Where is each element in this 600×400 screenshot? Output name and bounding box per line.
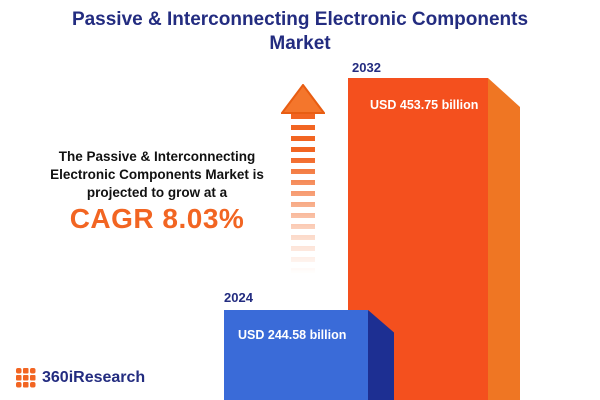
arrow-shaft-icon (291, 114, 315, 274)
bar-2024: USD 244.58 billion (224, 310, 394, 400)
bar-2024-side-face (368, 310, 394, 400)
bar-2024-face (224, 310, 368, 400)
growth-arrow-icon (281, 84, 325, 276)
market-description: The Passive & Interconnecting Electronic… (50, 149, 264, 201)
brand-logo-text-iresearch: iResearch (68, 369, 146, 386)
brand-logo-text: 360iResearch (42, 369, 145, 387)
brand-logo-icon (16, 368, 36, 388)
bar-2024-value-label: USD 244.58 billion (238, 328, 347, 342)
bar-2032-value-label: USD 453.75 billion (370, 98, 479, 112)
arrow-head-icon (281, 84, 325, 114)
brand-logo: 360iResearch (16, 368, 145, 388)
cagr-value: CAGR 8.03% (69, 203, 245, 234)
bar-2032-year-label: 2032 (352, 60, 381, 75)
brand-logo-text-360: 360 (42, 369, 69, 386)
page-title: Passive & Interconnecting Electronic Com… (71, 9, 529, 54)
bar-2024-year-label: 2024 (224, 290, 253, 305)
bar-2032-side-face (488, 78, 520, 400)
